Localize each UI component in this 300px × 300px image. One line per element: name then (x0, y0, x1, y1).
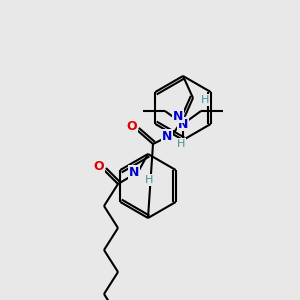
Text: H: H (177, 139, 185, 149)
Text: N: N (162, 130, 172, 142)
Text: N: N (173, 110, 183, 122)
Text: O: O (94, 160, 104, 173)
Text: H: H (145, 175, 153, 185)
Text: N: N (129, 166, 139, 178)
Text: O: O (127, 121, 137, 134)
Text: H: H (201, 95, 209, 105)
Text: N: N (178, 118, 188, 130)
